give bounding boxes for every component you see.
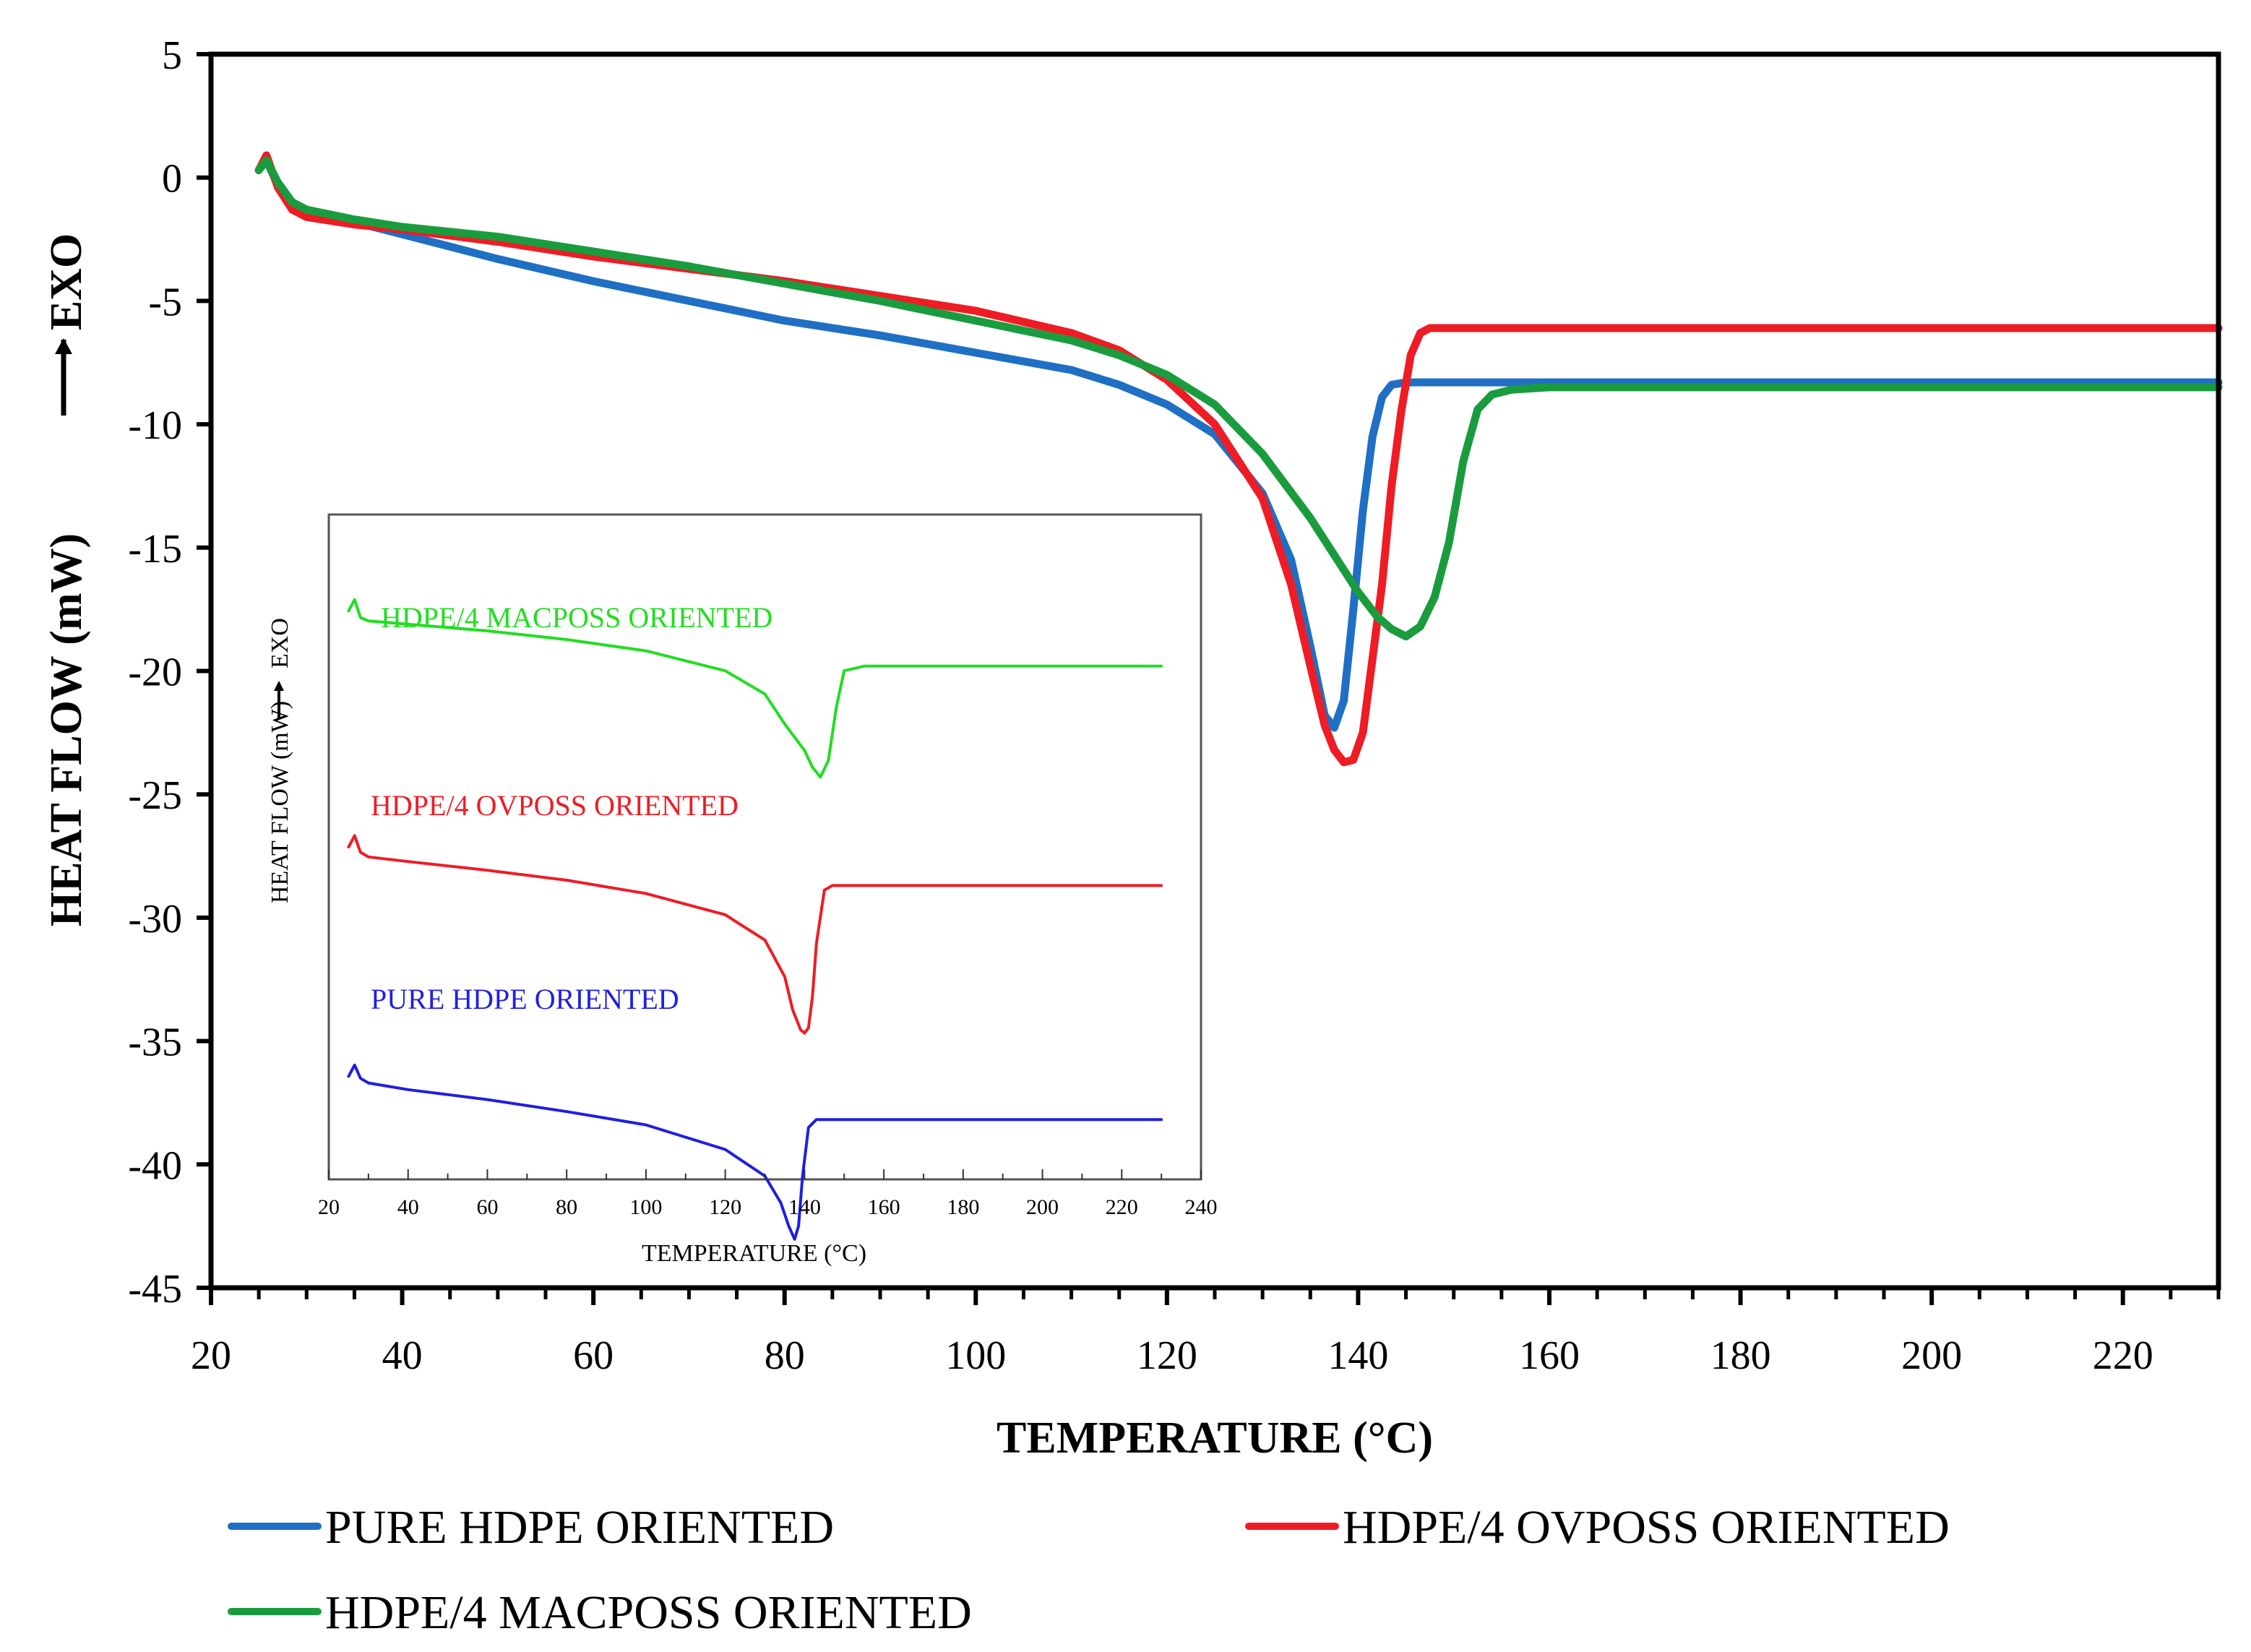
inset-series-line xyxy=(347,1063,1163,1241)
x-tick-label: 40 xyxy=(382,1333,423,1378)
y-axis-title-group: HEAT FLOW (mW) xyxy=(42,533,91,926)
inset-exo-group: EXO xyxy=(267,618,293,719)
y-tick-label: -20 xyxy=(128,650,182,695)
inset-series-label: HDPE/4 MACPOSS ORIENTED xyxy=(381,601,772,634)
x-tick-label: 60 xyxy=(573,1333,614,1378)
y-axis-exo-group: EXO xyxy=(42,233,91,416)
x-tick-label: 200 xyxy=(1901,1333,1962,1378)
x-tick-label: 180 xyxy=(1710,1333,1771,1378)
inset-x-tick-label: 240 xyxy=(1185,1195,1218,1219)
inset-x-tick-label: 160 xyxy=(868,1195,900,1219)
inset-x-tick-label: 20 xyxy=(318,1195,340,1219)
x-tick-label: 100 xyxy=(945,1333,1006,1378)
x-tick-label: 140 xyxy=(1327,1333,1388,1378)
y-axis-title: HEAT FLOW (mW) xyxy=(42,533,91,926)
x-axis-title: TEMPERATURE (°C) xyxy=(997,1414,1433,1463)
inset-series-line xyxy=(347,834,1163,1035)
y-tick-label: -25 xyxy=(128,773,182,818)
y-tick-label: -40 xyxy=(128,1143,182,1188)
inset-series-label: PURE HDPE ORIENTED xyxy=(371,983,679,1015)
y-tick-label: -5 xyxy=(148,280,182,324)
y-tick-label: -45 xyxy=(128,1267,182,1312)
inset-y-axis-title: HEAT FLOW (mW) xyxy=(267,701,293,903)
y-axis-exo-label: EXO xyxy=(42,233,91,330)
inset-series-label: HDPE/4 OVPOSS ORIENTED xyxy=(371,789,739,822)
y-tick-label: -35 xyxy=(128,1020,182,1065)
main-series-line xyxy=(254,156,2223,641)
x-tick-label: 80 xyxy=(765,1333,805,1378)
y-tick-label: 5 xyxy=(162,33,182,78)
x-tick-label: 220 xyxy=(2093,1333,2153,1378)
inset-x-tick-label: 60 xyxy=(476,1195,498,1219)
up-arrowhead-icon xyxy=(55,338,72,354)
inset-series-line xyxy=(347,598,1163,779)
inset-plot: 20 40 60 80 100 120 140 160 180 200 220 240 TEMPERAT… xyxy=(267,513,1218,1267)
inset-x-tick-label: 180 xyxy=(947,1195,979,1219)
inset-y-axis-title-group: HEAT FLOW (mW) xyxy=(267,701,293,903)
y-tick-label: -30 xyxy=(128,897,182,942)
inset-x-axis-title: TEMPERATURE (°C) xyxy=(642,1240,866,1267)
inset-exo-label: EXO xyxy=(267,618,293,668)
legend-label: PURE HDPE ORIENTED xyxy=(325,1501,834,1554)
inset-x-tick-label: 120 xyxy=(709,1195,741,1219)
legend: PURE HDPE ORIENTED HDPE/4 OVPOSS ORIENTED… xyxy=(228,1501,1950,1639)
x-tick-label: 20 xyxy=(191,1333,231,1378)
inset-x-tick-label: 40 xyxy=(397,1195,419,1219)
legend-label: HDPE/4 OVPOSS ORIENTED xyxy=(1343,1501,1950,1554)
inset-frame xyxy=(327,513,1202,1181)
inset-x-tick-label: 100 xyxy=(629,1195,662,1219)
x-tick-label: 120 xyxy=(1137,1333,1197,1378)
inset-x-tick-label: 80 xyxy=(556,1195,577,1219)
inset-x-tick-label: 200 xyxy=(1026,1195,1059,1219)
legend-label: HDPE/4 MACPOSS ORIENTED xyxy=(325,1586,972,1639)
inset-x-tick-label: 220 xyxy=(1106,1195,1138,1219)
inset-up-arrowhead-icon xyxy=(274,681,284,691)
y-tick-label: -15 xyxy=(128,527,182,572)
y-tick-label: -10 xyxy=(128,403,182,448)
y-tick-label: 0 xyxy=(162,157,182,202)
x-tick-label: 160 xyxy=(1519,1333,1580,1378)
inset-x-tick-label: 140 xyxy=(788,1195,821,1219)
